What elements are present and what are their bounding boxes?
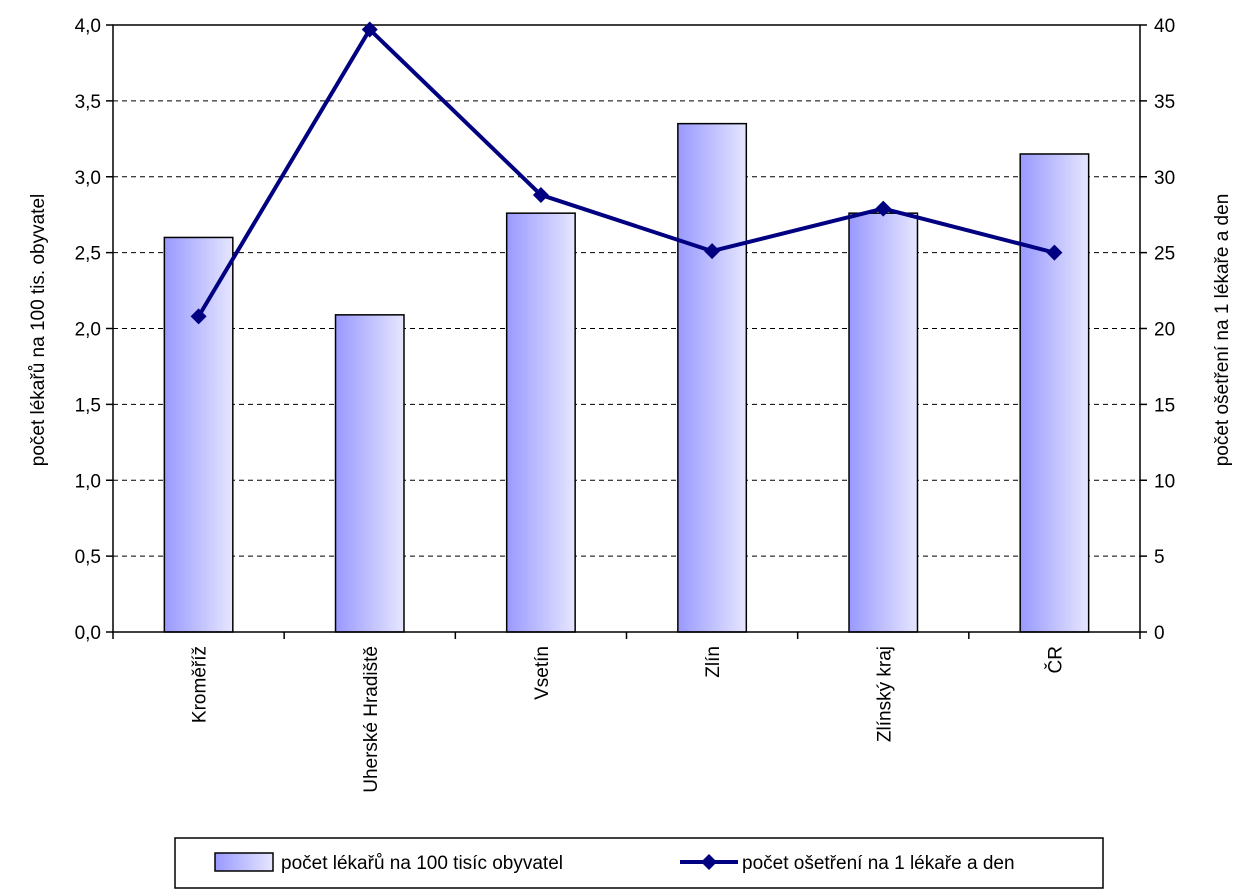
y-axis-left-label: počet lékařů na 100 tis. obyvatel	[28, 194, 49, 467]
legend-box	[174, 837, 1104, 889]
bar-0	[163, 236, 234, 633]
y-right-tick-label: 0	[1154, 623, 1165, 644]
y-left-tick-label: 3,5	[75, 92, 101, 113]
legend-bar-label: počet lékařů na 100 tisíc obyvatel	[281, 853, 563, 874]
legend: počet lékařů na 100 tisíc obyvatel počet…	[174, 837, 1104, 889]
x-tick-label: Zlín	[703, 646, 724, 678]
x-tick-label: ČR	[1044, 646, 1066, 673]
y-right-tick-label: 20	[1154, 320, 1175, 341]
y-left-tick-label: 0,5	[75, 547, 101, 568]
line-point-5	[1046, 244, 1063, 261]
y-left-tick-label: 3,0	[75, 168, 101, 189]
y-left-tick-label: 1,0	[75, 471, 101, 492]
y-left-tick-label: 4,0	[75, 16, 101, 37]
y-right-tick-label: 15	[1154, 395, 1175, 416]
legend-bar-swatch	[214, 852, 274, 872]
legend-line-marker	[701, 854, 717, 870]
line-point-4	[875, 200, 892, 217]
x-tick-label: Kroměříž	[190, 646, 211, 723]
bar-3	[677, 122, 748, 633]
bar-4	[848, 212, 919, 633]
line-series	[190, 21, 1063, 325]
bar-1	[334, 314, 405, 633]
line-point-3	[704, 243, 721, 260]
y-right-tick-label: 40	[1154, 16, 1175, 37]
line-series-path	[196, 27, 1055, 318]
bar-5	[1019, 153, 1090, 633]
bar-2	[505, 212, 576, 633]
y-right-tick-label: 5	[1154, 547, 1165, 568]
line-point-2	[532, 186, 549, 203]
y-left-tick-label: 2,5	[75, 244, 101, 265]
line-point-0	[190, 308, 207, 325]
y-right-tick-label: 25	[1154, 244, 1175, 265]
bar-series	[163, 122, 1090, 633]
y-right-tick-label: 30	[1154, 168, 1175, 189]
grid-lines	[113, 100, 1140, 557]
x-tick-label: Zlínský kraj	[874, 646, 895, 742]
y-left-tick-label: 0,0	[75, 623, 101, 644]
y-right-tick-label: 35	[1154, 92, 1175, 113]
legend-line-label: počet ošetření na 1 lékaře a den	[742, 853, 1015, 874]
x-tick-label: Vsetín	[532, 646, 553, 700]
x-tick-label: Uherské Hradiště	[361, 646, 382, 793]
y-left-tick-label: 2,0	[75, 320, 101, 341]
y-right-tick-label: 10	[1154, 471, 1175, 492]
line-point-1	[361, 21, 378, 38]
y-left-tick-label: 1,5	[75, 395, 101, 416]
y-axis-right-label: počet ošetření na 1 lékaře a den	[1212, 194, 1233, 467]
axis-ticks: 0,0 0 0,5 5 1,0 10 1,5 15 2,0 20 2,5 25 3,0 30 3,5 35 4,…	[75, 16, 1176, 793]
